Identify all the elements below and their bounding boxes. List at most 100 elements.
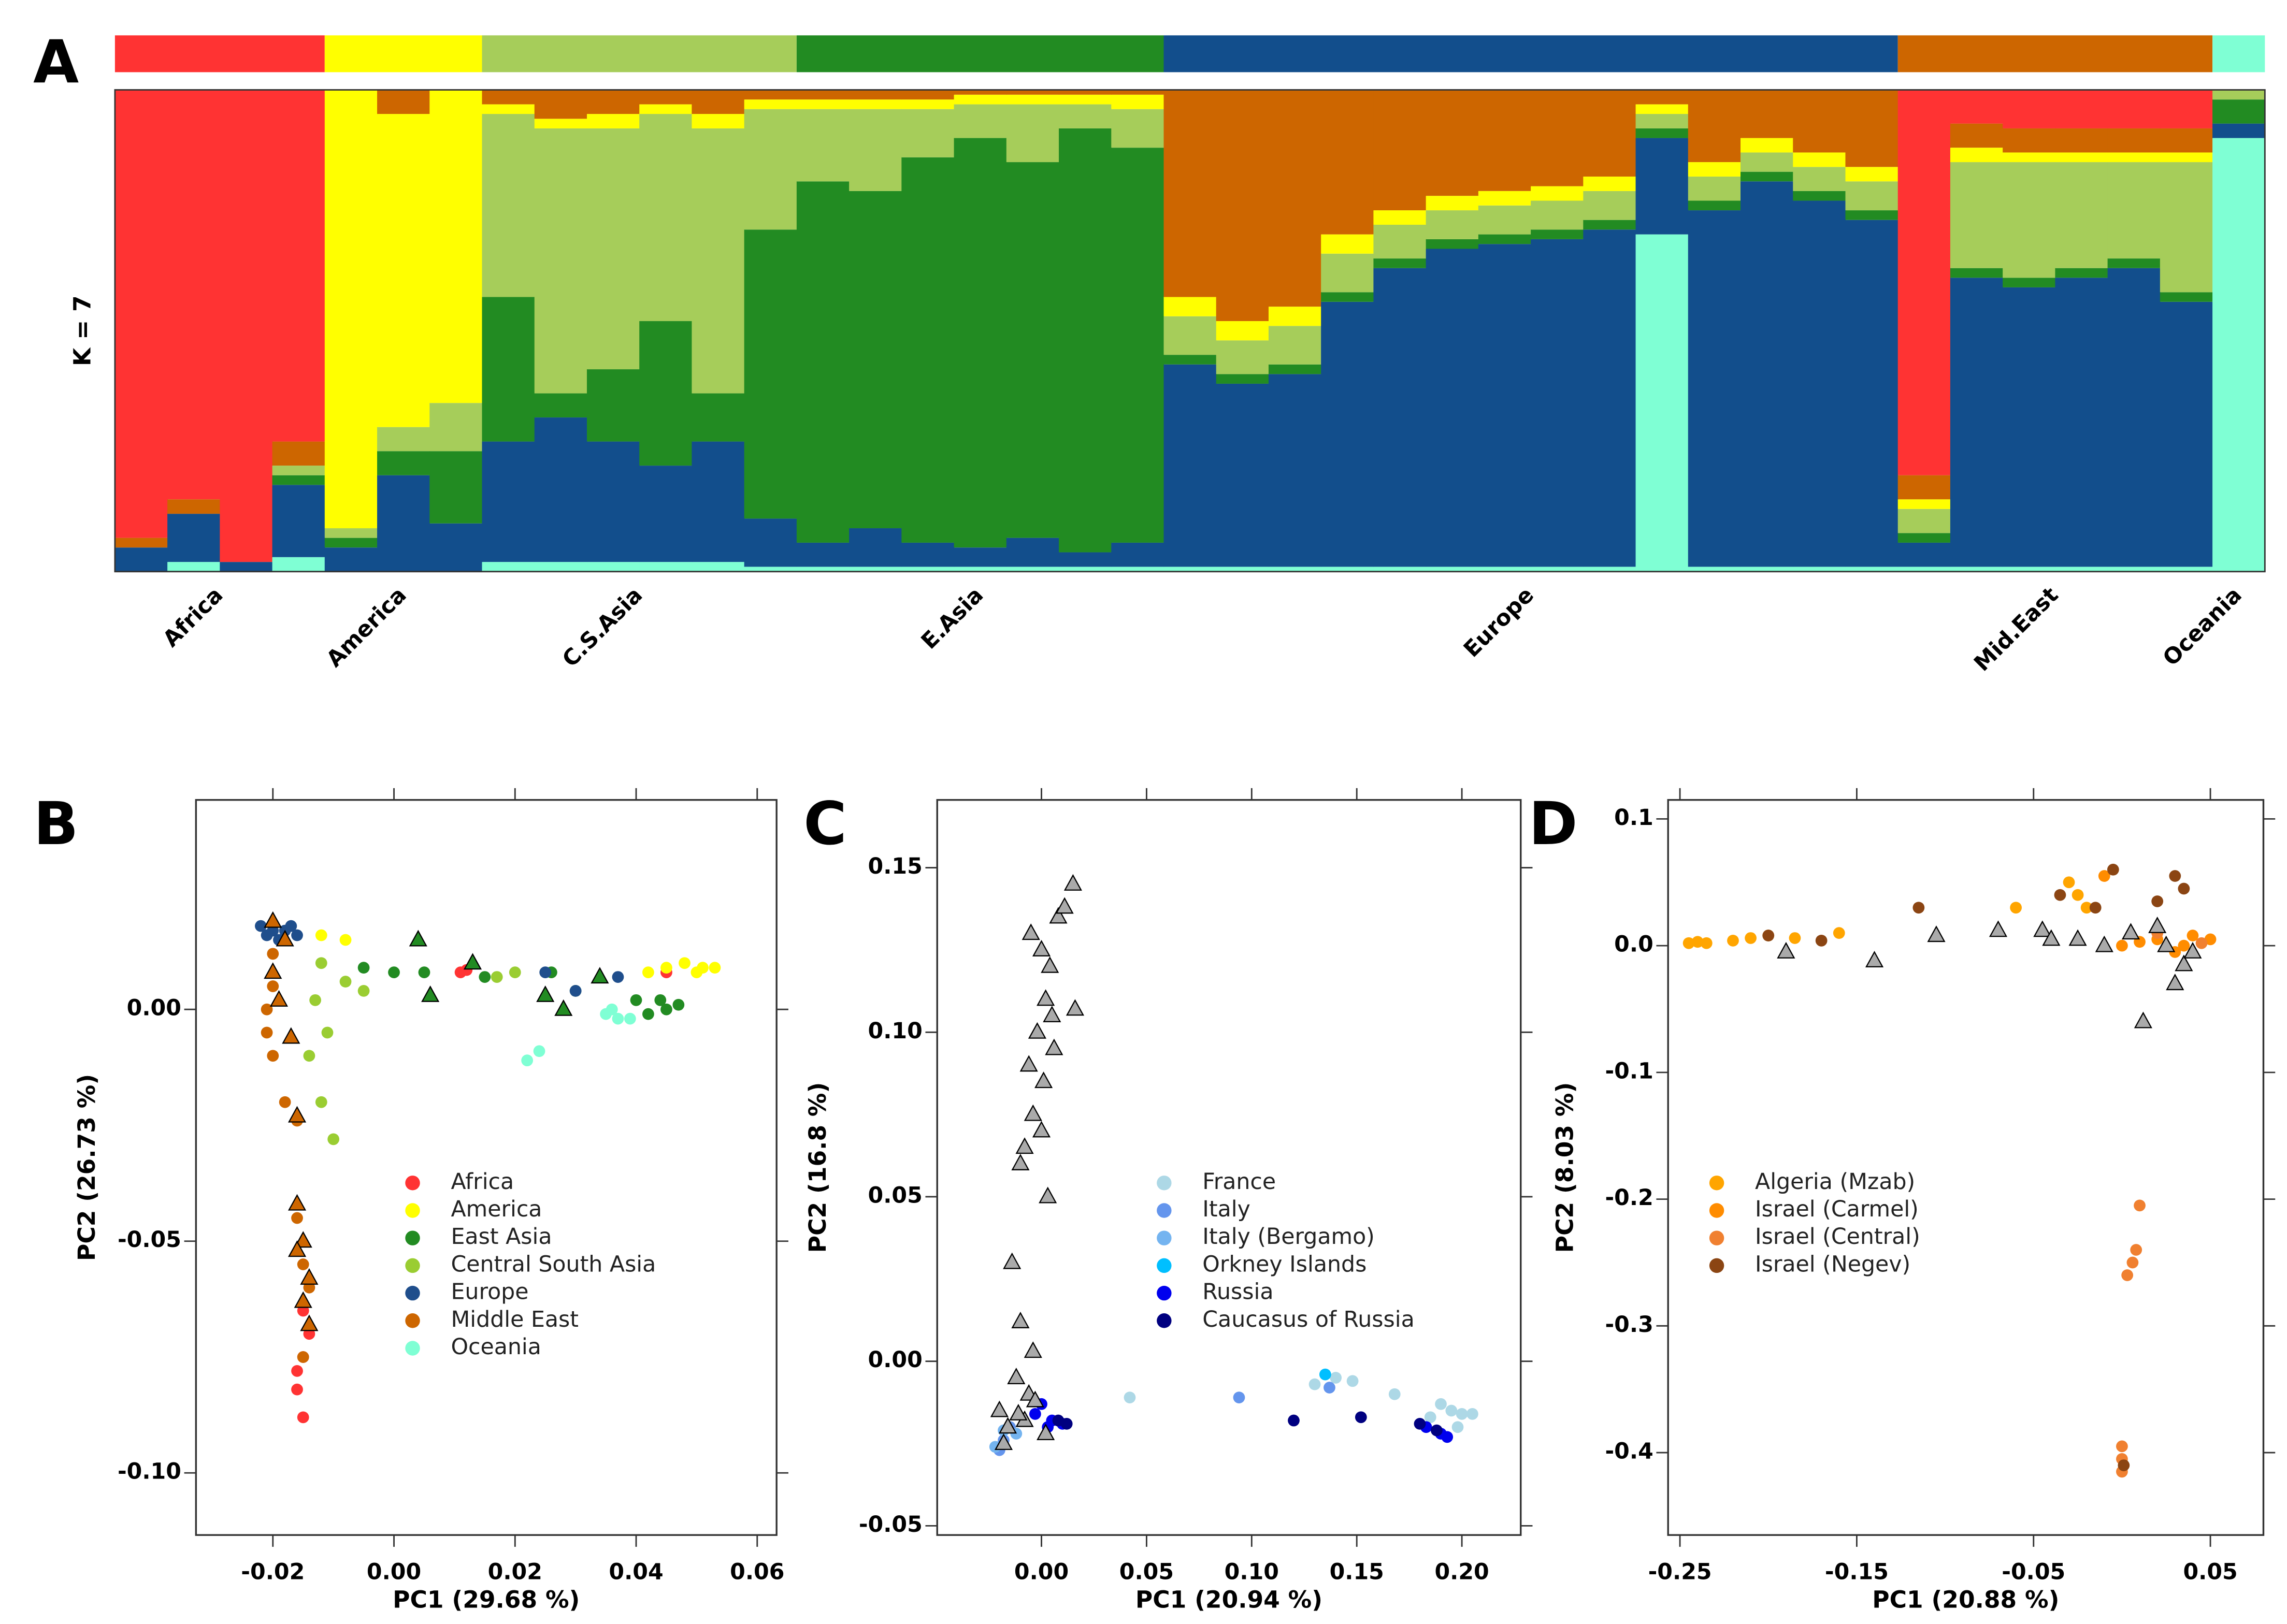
triangle-point [536, 985, 555, 1002]
point [1233, 1391, 1245, 1403]
ancestry-segment [1111, 109, 1164, 148]
ancestry-segment [2055, 152, 2108, 163]
ancestry-segment [1950, 148, 2004, 163]
ancestry-segment [272, 557, 325, 572]
y-tick-label: 0.05 [868, 1182, 923, 1208]
point [1029, 1408, 1041, 1420]
point [291, 929, 303, 941]
ancestry-segment [167, 90, 221, 500]
ancestry-segment [1531, 90, 1584, 186]
legend-swatch [1157, 1176, 1172, 1191]
ancestry-segment [1741, 90, 1794, 138]
ancestry-segment [1478, 90, 1531, 191]
ancestry-segment [1321, 292, 1374, 302]
ancestry-segment [377, 475, 430, 572]
point [339, 976, 352, 988]
legend-label: Middle East [451, 1307, 579, 1332]
point [679, 957, 691, 969]
y-axis-label: PC2 (8.03 %) [1551, 1082, 1578, 1253]
triangle-point [1024, 1104, 1042, 1121]
point [1451, 1421, 1464, 1433]
point [479, 971, 491, 983]
ancestry-segment [796, 567, 850, 572]
x-axis-label: PC1 (20.88 %) [1872, 1586, 2059, 1614]
ancestry-segment [1006, 162, 1059, 538]
ancestry-segment [1268, 326, 1322, 365]
point [1431, 1424, 1443, 1437]
ancestry-segment [1006, 538, 1059, 567]
ancestry-segment [954, 94, 1007, 105]
ancestry-segment [1845, 567, 1898, 572]
legend-swatch [405, 1313, 420, 1328]
triangle-point [409, 930, 427, 947]
point [709, 962, 721, 974]
ancestry-segment [901, 542, 955, 567]
triangle-point [2183, 941, 2202, 959]
ancestry-segment [1268, 364, 1322, 374]
ancestry-segment [1268, 374, 1322, 567]
ancestry-segment [849, 191, 902, 529]
ancestry-segment [167, 562, 221, 572]
triangle-point [1865, 951, 1884, 968]
point [2080, 902, 2093, 914]
triangle-point [2068, 929, 2087, 946]
legend-label: Africa [451, 1169, 514, 1195]
triangle-point [1003, 1252, 1022, 1269]
point [569, 985, 582, 997]
ancestry-segment [482, 562, 535, 572]
region-bar [324, 35, 482, 72]
point [309, 994, 321, 1006]
point [315, 929, 327, 941]
triangle-point [1007, 1368, 1026, 1384]
x-tick-label: -0.15 [1825, 1559, 1889, 1585]
triangle-point [1009, 1403, 1028, 1420]
ancestry-segment [639, 562, 693, 572]
ancestry-segment [1321, 301, 1374, 567]
triangle-point [300, 1314, 319, 1331]
plot-frame [195, 799, 778, 1536]
region-bar [1897, 35, 2213, 72]
triangle-point [1039, 1186, 1057, 1204]
ancestry-segment [1583, 90, 1636, 177]
point [1456, 1408, 1468, 1420]
point [2134, 1199, 2146, 1212]
ancestry-segment [1059, 567, 1112, 572]
ancestry-segment [2055, 268, 2108, 278]
plot-frame [114, 89, 2266, 573]
ancestry-segment [586, 369, 640, 442]
triangle-point [1034, 1071, 1053, 1089]
triangle-point [463, 953, 482, 970]
ancestry-segment [1741, 181, 1794, 567]
ancestry-segment [692, 90, 745, 114]
ancestry-segment [1216, 383, 1269, 567]
triangle-point [2166, 974, 2184, 991]
x-tick-label: -0.05 [2002, 1559, 2065, 1585]
ancestry-segment [692, 562, 745, 572]
point [1815, 934, 1828, 947]
ancestry-segment [1635, 104, 1689, 114]
ancestry-segment [1531, 229, 1584, 239]
ancestry-segment [954, 138, 1007, 548]
triangle-point [1019, 1055, 1038, 1072]
ancestry-segment [744, 90, 797, 100]
point [521, 1054, 534, 1067]
ancestry-segment [1373, 90, 1427, 211]
ancestry-segment [1111, 567, 1164, 572]
ancestry-segment [429, 403, 483, 452]
ancestry-segment [1531, 200, 1584, 230]
x-axis-label: PC1 (20.94 %) [1135, 1586, 1322, 1614]
ancestry-segment [954, 90, 1007, 95]
triangle-point [1989, 920, 2008, 937]
triangle-point [1024, 1341, 1042, 1358]
ancestry-segment [2160, 292, 2213, 302]
point [2063, 876, 2075, 889]
ancestry-segment [114, 90, 168, 538]
ancestry-segment [1583, 567, 1636, 572]
y-tick-label: -0.4 [1605, 1439, 1653, 1465]
ancestry-segment [167, 499, 221, 514]
ancestry-segment [1321, 253, 1374, 293]
point [1789, 932, 1801, 944]
legend-label: Italy [1202, 1196, 1250, 1222]
ancestry-segment [272, 475, 325, 485]
x-axis-label: PC1 (29.68 %) [393, 1586, 580, 1614]
